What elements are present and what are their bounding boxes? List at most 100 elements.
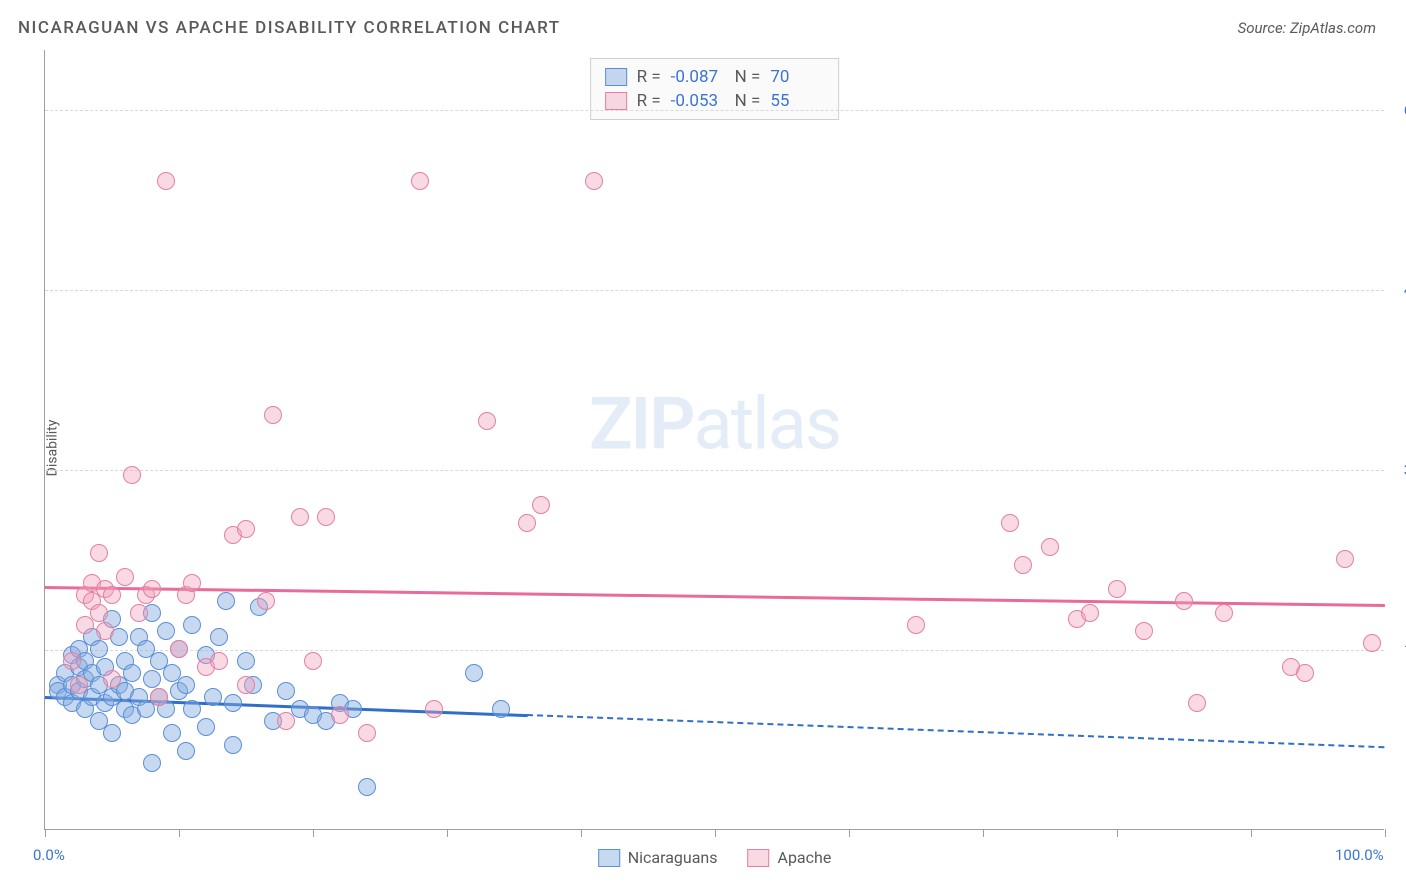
data-point: [532, 496, 550, 514]
data-point: [123, 664, 141, 682]
chart-header: NICARAGUAN VS APACHE DISABILITY CORRELAT…: [0, 0, 1406, 48]
data-point: [204, 688, 222, 706]
watermark-part1: ZIP: [589, 381, 693, 466]
data-point: [478, 412, 496, 430]
x-tick-label: 100.0%: [1335, 846, 1384, 864]
data-point: [170, 640, 188, 658]
x-tick: [1117, 829, 1118, 837]
chart-container: Disability ZIPatlas R = -0.087 N = 70 R …: [44, 50, 1384, 830]
gridline-h: [45, 650, 1384, 651]
data-point: [143, 670, 161, 688]
data-point: [291, 508, 309, 526]
data-point: [1296, 664, 1314, 682]
x-tick: [1251, 829, 1252, 837]
data-point: [183, 574, 201, 592]
data-point: [197, 718, 215, 736]
gridline-h: [45, 470, 1384, 471]
n-value-2: 55: [770, 91, 824, 111]
data-point: [358, 724, 376, 742]
data-point: [1363, 634, 1381, 652]
x-tick: [313, 829, 314, 837]
data-point: [492, 700, 510, 718]
data-point: [1001, 514, 1019, 532]
data-point: [103, 670, 121, 688]
data-point: [63, 652, 81, 670]
data-point: [224, 736, 242, 754]
data-point: [1108, 580, 1126, 598]
data-point: [157, 622, 175, 640]
legend-label-2: Apache: [778, 848, 832, 867]
x-tick: [983, 829, 984, 837]
data-point: [1188, 694, 1206, 712]
data-point: [257, 592, 275, 610]
r-label-2: R =: [637, 91, 661, 111]
n-label-1: N =: [735, 67, 761, 87]
r-label-1: R =: [637, 67, 661, 87]
data-point: [123, 466, 141, 484]
data-point: [465, 664, 483, 682]
data-point: [90, 544, 108, 562]
data-point: [518, 514, 536, 532]
gridline-h: [45, 110, 1384, 111]
data-point: [277, 712, 295, 730]
data-point: [96, 622, 114, 640]
data-point: [224, 694, 242, 712]
x-tick-label: 0.0%: [33, 846, 65, 864]
data-point: [116, 568, 134, 586]
data-point: [90, 640, 108, 658]
x-tick: [1385, 829, 1386, 837]
chart-title: NICARAGUAN VS APACHE DISABILITY CORRELAT…: [18, 18, 561, 38]
data-point: [411, 172, 429, 190]
data-point: [277, 682, 295, 700]
data-point: [1041, 538, 1059, 556]
x-tick: [849, 829, 850, 837]
data-point: [130, 604, 148, 622]
legend-swatch-2: [748, 849, 770, 867]
watermark: ZIPatlas: [589, 381, 840, 466]
x-tick: [447, 829, 448, 837]
stats-swatch-1: [605, 68, 627, 86]
gridline-h: [45, 290, 1384, 291]
trend-line-dashed: [527, 714, 1385, 748]
legend-swatch-1: [598, 849, 620, 867]
data-point: [1336, 550, 1354, 568]
data-point: [1215, 604, 1233, 622]
data-point: [1014, 556, 1032, 574]
data-point: [425, 700, 443, 718]
data-point: [237, 676, 255, 694]
data-point: [103, 586, 121, 604]
x-tick: [179, 829, 180, 837]
data-point: [1175, 592, 1193, 610]
data-point: [210, 652, 228, 670]
x-tick: [45, 829, 46, 837]
data-point: [150, 688, 168, 706]
bottom-legend: Nicaraguans Apache: [598, 848, 832, 867]
chart-source: Source: ZipAtlas.com: [1238, 19, 1376, 37]
data-point: [331, 706, 349, 724]
x-tick: [715, 829, 716, 837]
data-point: [237, 652, 255, 670]
r-value-1: -0.087: [671, 67, 725, 87]
data-point: [143, 754, 161, 772]
data-point: [183, 616, 201, 634]
n-value-1: 70: [770, 67, 824, 87]
stats-row-1: R = -0.087 N = 70: [605, 65, 825, 89]
data-point: [183, 700, 201, 718]
data-point: [90, 604, 108, 622]
legend-item-1: Nicaraguans: [598, 848, 718, 867]
data-point: [317, 508, 335, 526]
legend-label-1: Nicaraguans: [628, 848, 718, 867]
data-point: [70, 676, 88, 694]
data-point: [143, 580, 161, 598]
x-tick: [581, 829, 582, 837]
data-point: [264, 406, 282, 424]
data-point: [163, 724, 181, 742]
data-point: [177, 676, 195, 694]
data-point: [210, 628, 228, 646]
data-point: [237, 520, 255, 538]
data-point: [157, 172, 175, 190]
data-point: [907, 616, 925, 634]
stats-swatch-2: [605, 92, 627, 110]
data-point: [177, 742, 195, 760]
data-point: [1081, 604, 1099, 622]
